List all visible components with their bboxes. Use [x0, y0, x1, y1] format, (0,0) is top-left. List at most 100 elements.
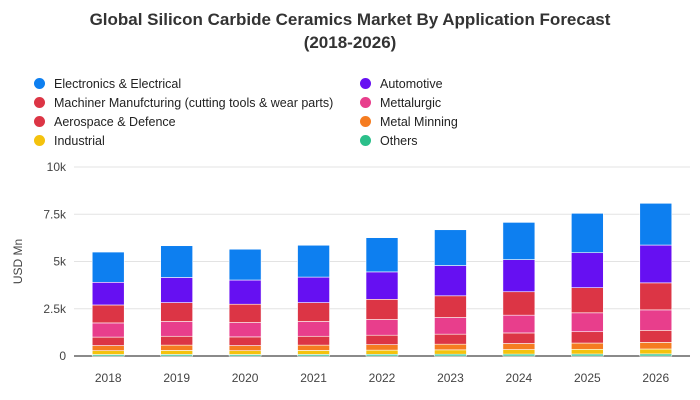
bar-segment [571, 252, 604, 288]
x-tick-label: 2026 [642, 371, 669, 385]
y-tick-label: 2.5k [43, 302, 67, 316]
bar-segment [91, 350, 125, 355]
legend-swatch [360, 78, 371, 89]
x-tick-label: 2018 [95, 371, 122, 385]
bar-segment [91, 345, 125, 352]
x-tick-label: 2020 [232, 371, 259, 385]
bar-segment [639, 348, 673, 355]
bar-segment [502, 259, 536, 293]
legend-item[interactable]: Automotive [360, 74, 443, 93]
legend-label: Automotive [380, 76, 443, 91]
bar-segment [91, 322, 125, 338]
bar-segment [365, 298, 399, 320]
legend-item[interactable]: Aerospace & Defence [34, 112, 176, 131]
bar-segment [228, 322, 262, 338]
bar-segment [434, 317, 467, 335]
bar-segment [502, 332, 536, 344]
chart-title: Global Silicon Carbide Ceramics Market B… [89, 10, 611, 29]
bar-segment [502, 291, 536, 316]
chart-title-block: Global Silicon Carbide Ceramics Market B… [0, 8, 700, 54]
x-tick-label: 2021 [300, 371, 327, 385]
bar-segment [160, 321, 193, 337]
y-axis-title: USD Mn [11, 239, 25, 284]
bar-segment [434, 333, 467, 345]
bar-segment [297, 302, 330, 322]
bar-segment [639, 309, 673, 331]
bar-segment [571, 213, 604, 254]
legend-item[interactable]: Electronics & Electrical [34, 74, 181, 93]
legend-swatch [360, 97, 371, 108]
bar-segment [639, 353, 673, 357]
bar-segment [365, 271, 399, 300]
bar-segment [297, 276, 330, 303]
chart-legend: Electronics & Electrical Automotive Machin… [34, 74, 674, 154]
legend-swatch [34, 116, 45, 127]
bar-segment [297, 335, 330, 346]
legend-label: Others [380, 133, 418, 148]
legend-item[interactable]: Machiner Manufcturing (cutting tools & w… [34, 93, 333, 112]
legend-label: Mettalurgic [380, 95, 442, 110]
bar-segment [365, 237, 399, 273]
bar-segment [228, 279, 262, 305]
bar-segment [571, 348, 604, 355]
bar-segment [365, 349, 399, 355]
legend-label: Industrial [54, 133, 105, 148]
legend-item[interactable]: Industrial [34, 131, 105, 150]
legend-label: Machiner Manufcturing (cutting tools & w… [54, 95, 334, 110]
legend-item[interactable]: Mettalurgic [360, 93, 441, 112]
y-tick-label: 5k [53, 255, 67, 269]
bar-segment [160, 277, 193, 303]
legend-swatch [360, 116, 371, 127]
bar-segment [639, 202, 673, 246]
bar-segment [160, 302, 193, 322]
legend-label: Aerospace & Defence [54, 114, 176, 129]
bar-segment [228, 350, 262, 355]
bar-segment [502, 314, 536, 334]
bar-segment [639, 329, 673, 343]
bar-segment [434, 265, 467, 297]
legend-item[interactable]: Others [360, 131, 418, 150]
bar-segment [160, 350, 193, 355]
bar-segment [365, 334, 399, 345]
bar-segment [297, 344, 330, 351]
bar-segment [228, 336, 262, 346]
bar-segment [639, 244, 673, 284]
x-tick-label: 2024 [506, 371, 533, 385]
y-tick-label: 0 [59, 349, 66, 363]
bar-segment [365, 344, 399, 351]
y-tick-label: 7.5k [43, 207, 67, 221]
chart-subtitle: (2018-2026) [303, 33, 397, 52]
bar-segment [434, 295, 467, 318]
y-tick-label: 10k [47, 160, 67, 174]
legend-item[interactable]: Metal Minning [360, 112, 458, 131]
bar-segment [297, 244, 330, 278]
bar-segment [434, 349, 467, 355]
bar-segment [91, 336, 125, 346]
legend-label: Metal Minning [380, 114, 458, 129]
bar-segment [160, 335, 193, 346]
bar-segment [160, 344, 193, 351]
bar-segment [639, 342, 673, 350]
bar-segment [91, 251, 125, 283]
legend-swatch [34, 78, 45, 89]
bar-segment [434, 229, 467, 266]
bar-segment [365, 319, 399, 336]
bar-segment [91, 281, 125, 306]
legend-label: Electronics & Electrical [54, 76, 182, 91]
bar-segment [502, 349, 536, 355]
x-tick-label: 2023 [437, 371, 464, 385]
bar-segment [571, 312, 604, 333]
bar-segment [297, 350, 330, 355]
bar-segment [228, 303, 262, 323]
bar-segment [160, 245, 193, 278]
bar-segment [297, 321, 330, 337]
bar-segment [228, 345, 262, 352]
bar-segment [502, 222, 536, 260]
legend-swatch [34, 97, 45, 108]
bar-segment [502, 343, 536, 350]
x-tick-label: 2019 [163, 371, 190, 385]
bar-segment [639, 282, 673, 311]
legend-swatch [34, 135, 45, 146]
x-tick-label: 2022 [369, 371, 396, 385]
